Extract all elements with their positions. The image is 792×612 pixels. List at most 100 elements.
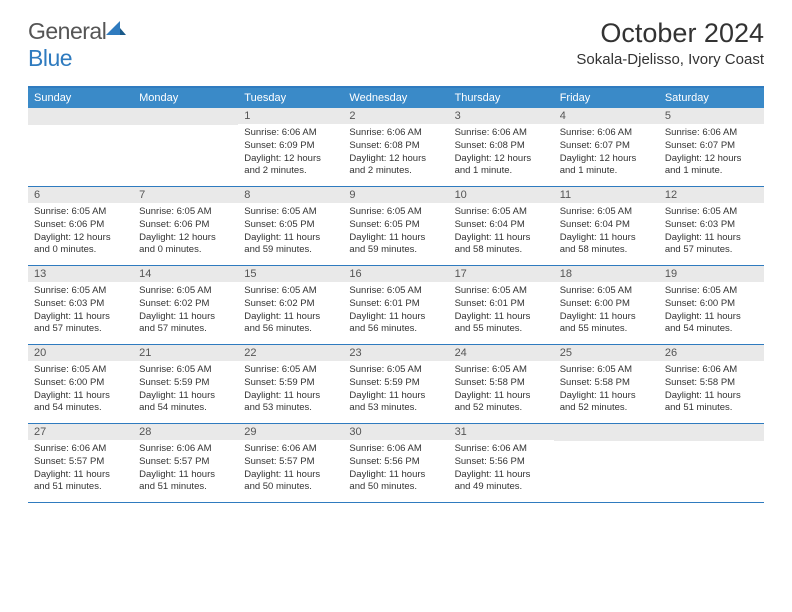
day-body: Sunrise: 6:05 AMSunset: 6:01 PMDaylight:… <box>449 282 554 342</box>
sunset-line: Sunset: 6:08 PM <box>455 140 548 153</box>
day-number: 3 <box>449 108 554 124</box>
day-number: 10 <box>449 187 554 203</box>
day-body: Sunrise: 6:05 AMSunset: 5:58 PMDaylight:… <box>554 361 659 421</box>
day-number: 21 <box>133 345 238 361</box>
daylight-line: Daylight: 11 hours and 51 minutes. <box>665 390 758 416</box>
day-body: Sunrise: 6:06 AMSunset: 5:57 PMDaylight:… <box>133 440 238 500</box>
daylight-line: Daylight: 11 hours and 54 minutes. <box>139 390 232 416</box>
day-cell: 5Sunrise: 6:06 AMSunset: 6:07 PMDaylight… <box>659 108 764 186</box>
day-body: Sunrise: 6:05 AMSunset: 6:06 PMDaylight:… <box>133 203 238 263</box>
sunset-line: Sunset: 6:06 PM <box>139 219 232 232</box>
day-cell: 17Sunrise: 6:05 AMSunset: 6:01 PMDayligh… <box>449 266 554 344</box>
sunset-line: Sunset: 5:57 PM <box>139 456 232 469</box>
day-body: Sunrise: 6:05 AMSunset: 6:05 PMDaylight:… <box>238 203 343 263</box>
calendar-week: 13Sunrise: 6:05 AMSunset: 6:03 PMDayligh… <box>28 266 764 345</box>
day-cell <box>28 108 133 186</box>
day-number: 28 <box>133 424 238 440</box>
day-cell: 16Sunrise: 6:05 AMSunset: 6:01 PMDayligh… <box>343 266 448 344</box>
day-number <box>28 108 133 125</box>
sunset-line: Sunset: 6:05 PM <box>349 219 442 232</box>
sunset-line: Sunset: 5:57 PM <box>34 456 127 469</box>
day-body: Sunrise: 6:05 AMSunset: 6:05 PMDaylight:… <box>343 203 448 263</box>
sunset-line: Sunset: 5:58 PM <box>455 377 548 390</box>
sunrise-line: Sunrise: 6:06 AM <box>244 443 337 456</box>
day-cell: 31Sunrise: 6:06 AMSunset: 5:56 PMDayligh… <box>449 424 554 502</box>
day-number: 7 <box>133 187 238 203</box>
sunset-line: Sunset: 6:07 PM <box>665 140 758 153</box>
day-number: 2 <box>343 108 448 124</box>
day-body: Sunrise: 6:06 AMSunset: 6:09 PMDaylight:… <box>238 124 343 184</box>
day-cell: 21Sunrise: 6:05 AMSunset: 5:59 PMDayligh… <box>133 345 238 423</box>
sunrise-line: Sunrise: 6:05 AM <box>34 364 127 377</box>
sunrise-line: Sunrise: 6:05 AM <box>244 285 337 298</box>
daylight-line: Daylight: 11 hours and 51 minutes. <box>34 469 127 495</box>
calendar-week: 6Sunrise: 6:05 AMSunset: 6:06 PMDaylight… <box>28 187 764 266</box>
logo-word2: Blue <box>28 45 72 71</box>
day-body: Sunrise: 6:05 AMSunset: 6:00 PMDaylight:… <box>554 282 659 342</box>
sunrise-line: Sunrise: 6:06 AM <box>455 127 548 140</box>
calendar-week: 27Sunrise: 6:06 AMSunset: 5:57 PMDayligh… <box>28 424 764 503</box>
header: GeneralBlue October 2024 Sokala-Djelisso… <box>28 18 764 72</box>
logo-triangle-icon <box>106 21 126 39</box>
sunset-line: Sunset: 6:05 PM <box>244 219 337 232</box>
day-number: 5 <box>659 108 764 124</box>
day-header-cell: Wednesday <box>343 88 448 108</box>
sunrise-line: Sunrise: 6:05 AM <box>455 285 548 298</box>
day-cell: 20Sunrise: 6:05 AMSunset: 6:00 PMDayligh… <box>28 345 133 423</box>
day-cell: 29Sunrise: 6:06 AMSunset: 5:57 PMDayligh… <box>238 424 343 502</box>
day-body: Sunrise: 6:06 AMSunset: 5:57 PMDaylight:… <box>28 440 133 500</box>
day-cell: 27Sunrise: 6:06 AMSunset: 5:57 PMDayligh… <box>28 424 133 502</box>
day-cell: 4Sunrise: 6:06 AMSunset: 6:07 PMDaylight… <box>554 108 659 186</box>
day-cell: 19Sunrise: 6:05 AMSunset: 6:00 PMDayligh… <box>659 266 764 344</box>
sunrise-line: Sunrise: 6:05 AM <box>665 206 758 219</box>
logo: GeneralBlue <box>28 18 126 72</box>
sunset-line: Sunset: 5:59 PM <box>139 377 232 390</box>
sunrise-line: Sunrise: 6:06 AM <box>665 127 758 140</box>
day-cell: 22Sunrise: 6:05 AMSunset: 5:59 PMDayligh… <box>238 345 343 423</box>
daylight-line: Daylight: 11 hours and 57 minutes. <box>665 232 758 258</box>
logo-text: GeneralBlue <box>28 18 126 72</box>
day-body: Sunrise: 6:05 AMSunset: 6:02 PMDaylight:… <box>133 282 238 342</box>
day-cell: 1Sunrise: 6:06 AMSunset: 6:09 PMDaylight… <box>238 108 343 186</box>
daylight-line: Daylight: 11 hours and 54 minutes. <box>34 390 127 416</box>
day-number: 16 <box>343 266 448 282</box>
sunrise-line: Sunrise: 6:05 AM <box>665 285 758 298</box>
sunrise-line: Sunrise: 6:05 AM <box>34 206 127 219</box>
daylight-line: Daylight: 11 hours and 57 minutes. <box>34 311 127 337</box>
sunrise-line: Sunrise: 6:06 AM <box>349 443 442 456</box>
sunset-line: Sunset: 6:08 PM <box>349 140 442 153</box>
day-body: Sunrise: 6:06 AMSunset: 5:56 PMDaylight:… <box>449 440 554 500</box>
sunrise-line: Sunrise: 6:05 AM <box>349 206 442 219</box>
sunrise-line: Sunrise: 6:05 AM <box>560 285 653 298</box>
day-number: 12 <box>659 187 764 203</box>
day-number: 18 <box>554 266 659 282</box>
daylight-line: Daylight: 12 hours and 2 minutes. <box>244 153 337 179</box>
sunrise-line: Sunrise: 6:06 AM <box>139 443 232 456</box>
day-cell: 13Sunrise: 6:05 AMSunset: 6:03 PMDayligh… <box>28 266 133 344</box>
day-number: 13 <box>28 266 133 282</box>
day-cell: 25Sunrise: 6:05 AMSunset: 5:58 PMDayligh… <box>554 345 659 423</box>
day-number: 11 <box>554 187 659 203</box>
sunrise-line: Sunrise: 6:05 AM <box>560 206 653 219</box>
day-body: Sunrise: 6:05 AMSunset: 6:04 PMDaylight:… <box>449 203 554 263</box>
day-cell: 9Sunrise: 6:05 AMSunset: 6:05 PMDaylight… <box>343 187 448 265</box>
day-cell: 10Sunrise: 6:05 AMSunset: 6:04 PMDayligh… <box>449 187 554 265</box>
location: Sokala-Djelisso, Ivory Coast <box>576 51 764 68</box>
day-body: Sunrise: 6:05 AMSunset: 5:59 PMDaylight:… <box>133 361 238 421</box>
sunset-line: Sunset: 5:58 PM <box>560 377 653 390</box>
day-body: Sunrise: 6:06 AMSunset: 6:07 PMDaylight:… <box>659 124 764 184</box>
day-cell: 2Sunrise: 6:06 AMSunset: 6:08 PMDaylight… <box>343 108 448 186</box>
day-cell: 14Sunrise: 6:05 AMSunset: 6:02 PMDayligh… <box>133 266 238 344</box>
daylight-line: Daylight: 11 hours and 55 minutes. <box>455 311 548 337</box>
day-number: 6 <box>28 187 133 203</box>
sunrise-line: Sunrise: 6:05 AM <box>34 285 127 298</box>
day-number: 19 <box>659 266 764 282</box>
daylight-line: Daylight: 11 hours and 51 minutes. <box>139 469 232 495</box>
sunrise-line: Sunrise: 6:05 AM <box>139 364 232 377</box>
sunrise-line: Sunrise: 6:06 AM <box>244 127 337 140</box>
day-cell <box>133 108 238 186</box>
day-cell <box>554 424 659 502</box>
day-cell: 11Sunrise: 6:05 AMSunset: 6:04 PMDayligh… <box>554 187 659 265</box>
day-number: 4 <box>554 108 659 124</box>
day-body: Sunrise: 6:06 AMSunset: 5:57 PMDaylight:… <box>238 440 343 500</box>
